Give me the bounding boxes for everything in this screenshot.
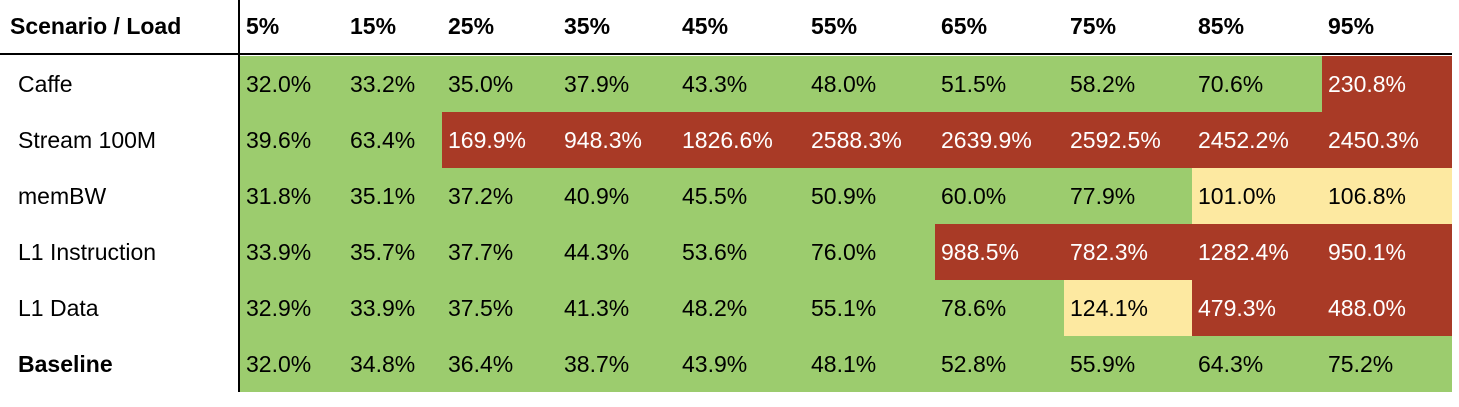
row-label: memBW: [18, 182, 107, 209]
heatmap-cell: 230.8%: [1322, 56, 1452, 112]
heatmap-cell: 33.9%: [344, 280, 442, 336]
column-header-55pct: 55%: [811, 13, 858, 39]
heatmap-cell: 35.1%: [344, 168, 442, 224]
heatmap-cell: 33.9%: [240, 224, 344, 280]
heatmap-cell: 77.9%: [1064, 168, 1192, 224]
heatmap-cell: 169.9%: [442, 112, 558, 168]
heatmap-cell: 1282.4%: [1192, 224, 1322, 280]
heatmap-cell: 70.6%: [1192, 56, 1322, 112]
heatmap-cell: 48.0%: [805, 56, 935, 112]
column-header-75pct: 75%: [1070, 13, 1117, 39]
heatmap-cell: 48.1%: [805, 336, 935, 392]
heatmap-cell: 40.9%: [558, 168, 676, 224]
heatmap-cell: 37.9%: [558, 56, 676, 112]
heatmap-cell: 106.8%: [1322, 168, 1452, 224]
header-divider: [0, 53, 1452, 55]
heatmap-cell: 31.8%: [240, 168, 344, 224]
heatmap-cell: 33.2%: [344, 56, 442, 112]
heatmap-cell: 53.6%: [676, 224, 805, 280]
heatmap-cell: 55.1%: [805, 280, 935, 336]
column-header-35pct: 35%: [564, 13, 611, 39]
heatmap-cell: 35.0%: [442, 56, 558, 112]
heatmap-cell: 32.9%: [240, 280, 344, 336]
column-header-5pct: 5%: [246, 13, 280, 39]
row-label: Stream 100M: [18, 126, 157, 153]
heatmap-cell: 32.0%: [240, 56, 344, 112]
heatmap-cell: 45.5%: [676, 168, 805, 224]
heatmap-cell: 60.0%: [935, 168, 1064, 224]
heatmap-cell: 48.2%: [676, 280, 805, 336]
heatmap-cell: 41.3%: [558, 280, 676, 336]
heatmap-cell: 43.3%: [676, 56, 805, 112]
heatmap-cell: 63.4%: [344, 112, 442, 168]
heatmap-cell: 950.1%: [1322, 224, 1452, 280]
row-label: Caffe: [18, 70, 73, 97]
heatmap-cell: 75.2%: [1322, 336, 1452, 392]
heatmap-cell: 36.4%: [442, 336, 558, 392]
column-header-25pct: 25%: [448, 13, 495, 39]
corner-label: Scenario / Load: [10, 13, 182, 39]
heatmap-cell: 43.9%: [676, 336, 805, 392]
heatmap-cell: 782.3%: [1064, 224, 1192, 280]
heatmap-cell: 37.5%: [442, 280, 558, 336]
heatmap-cell: 32.0%: [240, 336, 344, 392]
heatmap-cell: 38.7%: [558, 336, 676, 392]
heatmap-cell: 1826.6%: [676, 112, 805, 168]
column-header-95pct: 95%: [1328, 13, 1375, 39]
heatmap-cell: 55.9%: [1064, 336, 1192, 392]
heatmap-cell: 101.0%: [1192, 168, 1322, 224]
heatmap-cell: 34.8%: [344, 336, 442, 392]
heatmap-cell: 37.2%: [442, 168, 558, 224]
heatmap-cell: 64.3%: [1192, 336, 1322, 392]
column-header-45pct: 45%: [682, 13, 729, 39]
heatmap-cell: 948.3%: [558, 112, 676, 168]
row-label: L1 Data: [18, 294, 99, 321]
heatmap-cell: 39.6%: [240, 112, 344, 168]
heatmap-cell: 50.9%: [805, 168, 935, 224]
heatmap-cell: 44.3%: [558, 224, 676, 280]
heatmap-cell: 488.0%: [1322, 280, 1452, 336]
heatmap-cell: 2588.3%: [805, 112, 935, 168]
heatmap-cell: 2592.5%: [1064, 112, 1192, 168]
heatmap-cell: 479.3%: [1192, 280, 1322, 336]
heatmap-cell: 52.8%: [935, 336, 1064, 392]
heatmap-cell: 58.2%: [1064, 56, 1192, 112]
heatmap-cell: 124.1%: [1064, 280, 1192, 336]
vertical-divider: [238, 0, 240, 392]
heatmap-cell: 2639.9%: [935, 112, 1064, 168]
column-header-15pct: 15%: [350, 13, 397, 39]
heatmap-cell: 76.0%: [805, 224, 935, 280]
heatmap-cell: 51.5%: [935, 56, 1064, 112]
heatmap-cell: 2450.3%: [1322, 112, 1452, 168]
column-header-85pct: 85%: [1198, 13, 1245, 39]
heatmap-cell: 37.7%: [442, 224, 558, 280]
heatmap-cell: 78.6%: [935, 280, 1064, 336]
heatmap-cell: 2452.2%: [1192, 112, 1322, 168]
row-label: Baseline: [18, 350, 113, 377]
row-label: L1 Instruction: [18, 238, 157, 265]
heatmap-cell: 35.7%: [344, 224, 442, 280]
column-header-65pct: 65%: [941, 13, 988, 39]
heatmap-cell: 988.5%: [935, 224, 1064, 280]
